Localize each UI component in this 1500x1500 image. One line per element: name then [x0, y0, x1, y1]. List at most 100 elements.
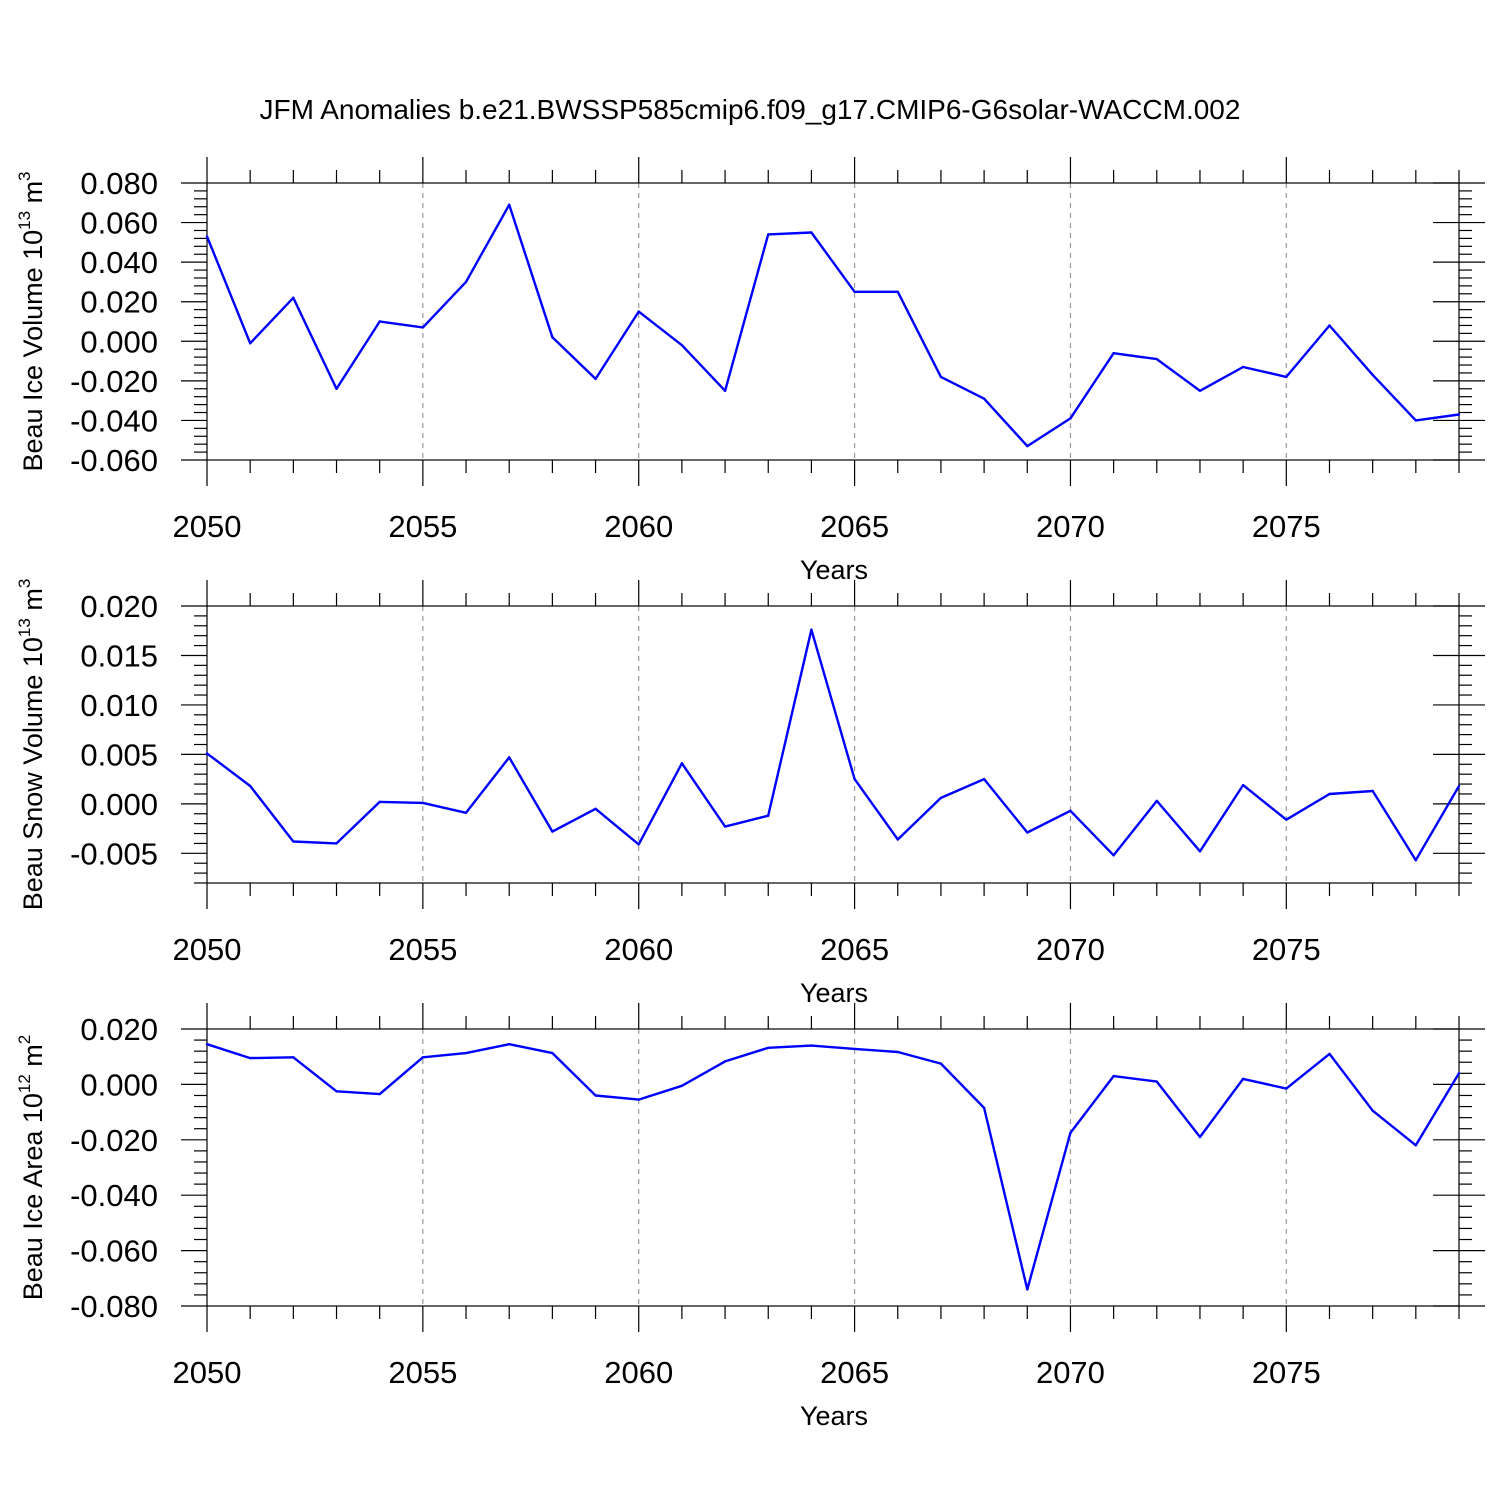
snow-volume-data-point — [508, 756, 511, 759]
ice-area-data-point — [1371, 1109, 1374, 1112]
ice-volume-series-line — [205, 203, 1460, 448]
ice-volume-data-point — [1198, 389, 1202, 392]
ice-volume-data-point — [680, 344, 684, 347]
ice-area-data-point — [205, 1043, 209, 1046]
ice-area-data-point — [1414, 1144, 1418, 1147]
ice-area-data-point — [1328, 1052, 1331, 1056]
ice-area-data-point — [637, 1098, 640, 1101]
snow-volume-y-tick-label: 0.020 — [80, 589, 158, 624]
ice-area-data-point — [1069, 1131, 1072, 1135]
snow-volume-y-tick-label: -0.005 — [70, 836, 158, 871]
ice-area-data-point — [1155, 1080, 1158, 1083]
snow-volume-data-point — [1069, 809, 1072, 812]
ice-volume-data-point — [508, 203, 511, 206]
snow-volume-x-tick-label: 2070 — [1036, 932, 1105, 967]
ice-volume-data-point — [939, 375, 943, 379]
ice-volume-y-tick-label: 0.080 — [80, 166, 158, 201]
ice-volume-data-point — [551, 336, 554, 339]
ice-area-x-tick-label: 2070 — [1036, 1355, 1105, 1390]
snow-volume-data-point — [594, 807, 597, 811]
ice-volume-y-tick-label: 0.000 — [80, 324, 158, 359]
ice-area-data-point — [810, 1044, 813, 1047]
snow-volume-y-tick-label: 0.005 — [80, 737, 158, 772]
ice-volume-data-point — [853, 290, 856, 294]
snow-volume-series-line — [206, 628, 1461, 862]
snow-volume-data-point — [378, 800, 381, 804]
snow-volume-data-point — [939, 796, 943, 800]
ice-area-y-tick-label: -0.060 — [70, 1234, 158, 1269]
ice-volume-x-tick-label: 2070 — [1036, 509, 1105, 544]
ice-volume-data-point — [1285, 375, 1288, 379]
ice-volume-data-point — [594, 377, 597, 381]
snow-volume-data-point — [1414, 859, 1418, 862]
snow-volume-data-point — [1241, 783, 1245, 787]
ice-volume-y-axis-label: Beau Ice Volume 1013 m3 — [15, 171, 48, 471]
ice-volume-panel: -0.060 -0.040 -0.020 0.000 0.020 0.040 0.060 0.… — [15, 157, 1485, 585]
ice-area-data-point — [982, 1106, 986, 1110]
ice-volume-y-tick-label: -0.020 — [70, 364, 158, 399]
ice-area-data-point — [680, 1084, 684, 1087]
ice-volume-x-tick-label: 2050 — [173, 509, 242, 544]
snow-volume-data-point — [1328, 792, 1331, 796]
ice-area-data-point — [723, 1060, 727, 1063]
ice-area-data-point — [896, 1050, 899, 1054]
snow-volume-data-point — [896, 838, 899, 841]
ice-area-data-point — [939, 1062, 943, 1065]
snow-volume-data-point — [1457, 784, 1461, 788]
snow-volume-y-tick-label: 0.010 — [80, 688, 158, 723]
ice-area-y-tick-label: -0.080 — [70, 1289, 158, 1324]
ice-volume-x-tick-label: 2075 — [1252, 509, 1321, 544]
ice-volume-data-point — [1241, 365, 1245, 369]
ice-area-x-tick-label: 2050 — [173, 1355, 242, 1390]
ice-volume-x-tick-label: 2060 — [604, 509, 673, 544]
ice-area-data-point — [378, 1092, 381, 1096]
snow-volume-plot-frame — [206, 605, 1460, 884]
snow-volume-data-point — [1026, 831, 1029, 834]
snow-volume-data-point — [1155, 799, 1158, 803]
snow-volume-data-point — [982, 777, 986, 781]
ice-volume-y-tick-label: 0.060 — [80, 206, 158, 241]
ice-volume-y-tick-label: 0.020 — [80, 285, 158, 320]
snow-volume-x-tick-label: 2060 — [604, 932, 673, 967]
snow-volume-x-tick-label: 2065 — [820, 932, 889, 967]
ice-volume-data-point — [810, 231, 813, 234]
ice-volume-data-point — [1414, 419, 1418, 422]
ice-area-panel: -0.080 -0.060 -0.040 -0.020 0.000 0.020 2050 20… — [15, 1003, 1485, 1431]
snow-volume-x-tick-label: 2075 — [1252, 932, 1321, 967]
ice-volume-x-tick-label: 2055 — [388, 509, 457, 544]
figure-title: JFM Anomalies b.e21.BWSSP585cmip6.f09_g1… — [260, 94, 1241, 125]
ice-volume-data-point — [335, 387, 338, 390]
ice-volume-data-point — [1112, 351, 1115, 355]
ice-volume-data-point — [292, 296, 295, 299]
ice-volume-y-tick-label: 0.040 — [80, 245, 158, 280]
snow-volume-x-tick-label: 2055 — [388, 932, 457, 967]
snow-volume-data-point — [551, 830, 554, 833]
ice-volume-data-point — [767, 233, 770, 236]
ice-area-data-point — [421, 1056, 425, 1059]
ice-area-x-axis-label: Years — [800, 1401, 868, 1431]
ice-volume-data-point — [982, 397, 986, 400]
ice-area-series-line — [206, 1042, 1461, 1291]
ice-area-x-tick-label: 2060 — [604, 1355, 673, 1390]
ice-area-y-tick-label: 0.000 — [80, 1067, 158, 1102]
ice-area-data-point — [508, 1043, 511, 1046]
ice-volume-data-point — [1155, 357, 1158, 361]
ice-area-y-tick-label: 0.020 — [80, 1012, 158, 1047]
snow-volume-data-point — [1112, 854, 1115, 857]
ice-area-x-tick-label: 2055 — [388, 1355, 457, 1390]
snow-volume-data-point — [205, 752, 209, 755]
ice-area-data-point — [1457, 1072, 1461, 1075]
ice-volume-x-tick-label: 2065 — [820, 509, 889, 544]
ice-area-data-point — [292, 1056, 295, 1059]
ice-volume-data-point — [1328, 324, 1331, 327]
ice-area-y-tick-label: -0.020 — [70, 1123, 158, 1158]
ice-area-data-point — [551, 1051, 554, 1055]
ice-volume-data-point — [464, 280, 468, 284]
ice-volume-data-point — [248, 342, 252, 345]
ice-volume-data-point — [205, 235, 209, 238]
snow-volume-data-point — [464, 811, 468, 814]
snow-volume-panel: -0.005 0.000 0.005 0.010 0.015 0.020 2050 2055 2… — [15, 579, 1485, 1008]
ice-volume-data-point — [378, 320, 381, 323]
ice-area-data-point — [1241, 1077, 1245, 1081]
snow-volume-data-point — [853, 777, 856, 781]
